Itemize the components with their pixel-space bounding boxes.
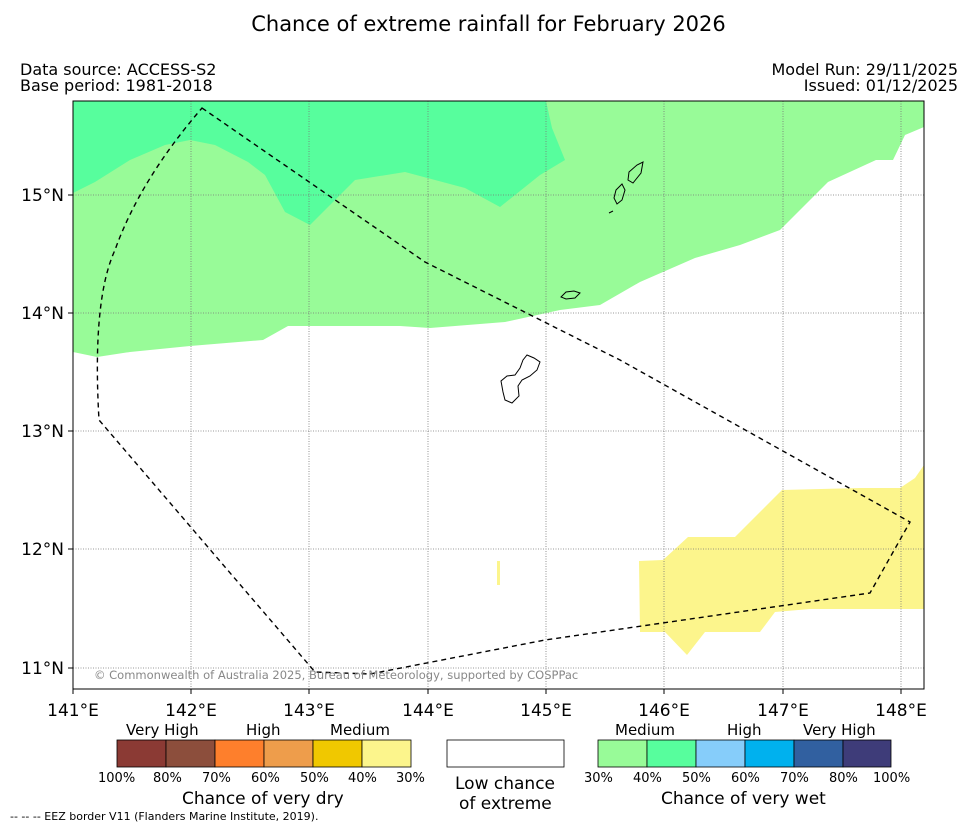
model-run: Model Run: 29/11/2025 [771,60,959,79]
wet-tick: 30% [584,771,613,786]
guam-outline [500,354,541,404]
wet-tick: 50% [682,771,711,786]
wet-tick: 40% [633,771,662,786]
dry-level-very-high: Very High [126,721,199,739]
rota-outline [560,290,581,300]
dry-tick: 30% [396,771,425,786]
lat-label: 15°N [21,186,64,206]
wet-tick: 70% [780,771,809,786]
dry-medium-sliver [497,561,500,585]
wet-level-very-high: Very High [803,721,876,739]
data-source: Data source: ACCESS-S2 [20,60,217,79]
map-title: Chance of extreme rainfall for February … [251,12,726,36]
islands [500,161,644,404]
dry-tick: 80% [153,771,182,786]
lon-label: 145°E [520,701,572,721]
lon-label: 147°E [757,701,809,721]
lon-label: 143°E [283,701,335,721]
wet-tick: 60% [731,771,760,786]
dry-colorbar [116,739,412,768]
dry-tick: 100% [98,771,136,786]
plot-frame [72,100,925,690]
saipan-outline [627,161,644,184]
wet-colorbar [597,739,892,768]
lat-label: 14°N [21,304,64,324]
dry-tick: 70% [202,771,231,786]
dry-tick: 40% [348,771,377,786]
lat-label: 13°N [21,422,64,442]
lon-label: 148°E [875,701,927,721]
copyright-text: © Commonwealth of Australia 2025, Bureau… [94,668,578,682]
tinian-outline [613,183,626,205]
dry-level-high: High [246,721,281,739]
wet-level-medium: Medium [615,721,675,739]
wet-tick: 80% [829,771,858,786]
low-chance-line2: of extreme [459,794,552,814]
base-period: Base period: 1981-2018 [20,76,213,95]
dry-level-medium: Medium [330,721,390,739]
map-grid [73,101,924,689]
lon-label: 144°E [402,701,454,721]
low-chance-line1: Low chance [455,774,555,794]
aguijan-outline [608,210,614,214]
dry-tick: 60% [251,771,280,786]
eez-footnote: -- -- -- EEZ border V11 (Flanders Marine… [10,810,319,823]
eez-border [96,107,911,675]
wet-legend-title: Chance of very wet [661,789,826,809]
lat-label: 12°N [21,540,64,560]
issued-date: Issued: 01/12/2025 [803,76,958,95]
lon-label: 141°E [47,701,99,721]
lat-label: 11°N [21,659,64,679]
dry-legend-title: Chance of very dry [182,789,344,809]
dry-tick: 50% [300,771,329,786]
wet-high-region [73,101,565,225]
lon-label: 142°E [165,701,217,721]
wet-tick: 100% [873,771,911,786]
dry-medium-region [639,465,924,655]
wet-level-high: High [727,721,762,739]
low-chance-swatch [446,739,565,768]
axis-ticks [68,194,902,694]
lon-label: 146°E [638,701,690,721]
